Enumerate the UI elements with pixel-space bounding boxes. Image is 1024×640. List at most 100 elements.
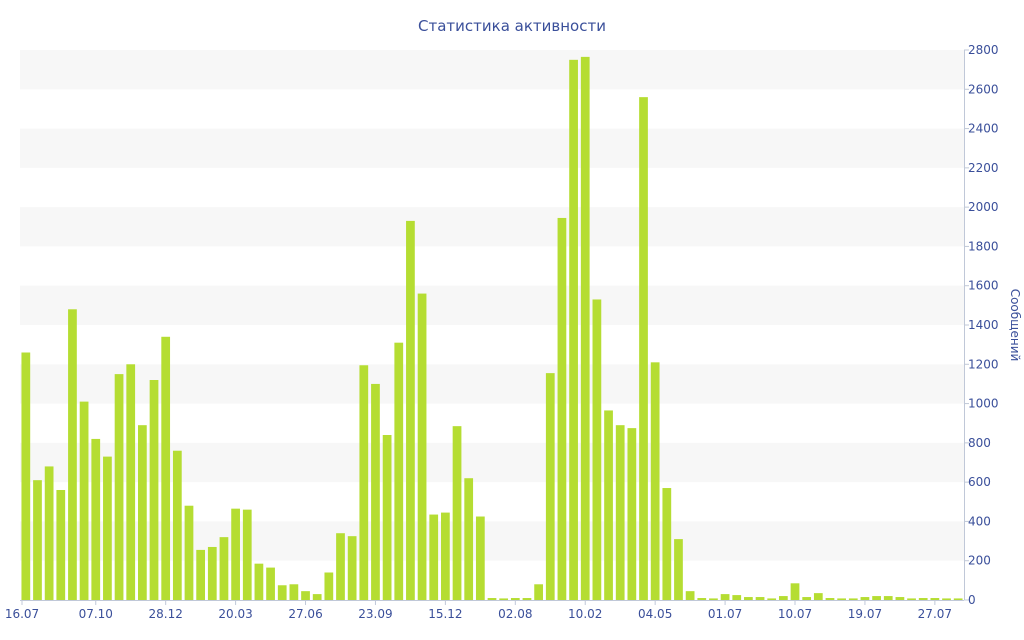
bar <box>231 508 240 600</box>
bar <box>627 428 637 600</box>
bar <box>674 539 683 600</box>
bar <box>301 591 310 600</box>
y-tick-label: 2600 <box>968 82 999 96</box>
grid-bands <box>20 50 964 561</box>
bar <box>475 516 485 600</box>
grid-band <box>20 364 964 404</box>
y-tick-label: 2400 <box>968 122 999 136</box>
bar <box>778 596 788 600</box>
y-tick-label: 1400 <box>968 318 999 332</box>
bar <box>207 546 217 600</box>
y-tick-label: 2200 <box>968 161 999 175</box>
bar <box>697 598 707 600</box>
bar <box>662 488 672 600</box>
bar <box>813 593 823 600</box>
bar <box>615 425 625 600</box>
x-tick-label: 16.07 <box>5 607 39 621</box>
bar <box>860 597 870 600</box>
bar <box>557 217 567 601</box>
bar <box>790 583 800 600</box>
bar <box>767 598 777 600</box>
bar <box>138 425 147 600</box>
y-tick-label: 200 <box>968 554 991 568</box>
bar <box>114 374 124 600</box>
bar <box>394 342 404 600</box>
x-tick-label: 15.12 <box>428 607 462 621</box>
grid-band <box>20 207 964 247</box>
bar <box>720 594 730 600</box>
y-tick-label: 1800 <box>968 239 999 253</box>
bar <box>895 597 905 600</box>
x-tick-label: 01.07 <box>708 607 742 621</box>
x-tick-label: 10.02 <box>568 607 602 621</box>
bar <box>522 598 532 600</box>
bar <box>277 585 287 600</box>
bar <box>755 597 765 600</box>
y-tick-label: 1000 <box>968 397 999 411</box>
x-tick-label: 02.08 <box>498 607 532 621</box>
bar <box>545 373 555 600</box>
bar <box>825 598 835 600</box>
bar <box>883 596 893 600</box>
bar <box>592 299 602 600</box>
x-tick-label: 27.07 <box>918 607 952 621</box>
bar <box>534 584 543 600</box>
y-tick-label: 800 <box>968 436 991 450</box>
grid-band <box>20 285 964 325</box>
y-tick-label: 400 <box>968 514 991 528</box>
bar <box>289 584 299 600</box>
bar <box>56 490 66 600</box>
bar <box>254 563 264 600</box>
bar <box>953 598 963 600</box>
bar-series <box>21 56 963 601</box>
bar <box>837 598 846 600</box>
bar <box>918 598 928 600</box>
bar <box>802 597 812 600</box>
bar <box>91 438 101 600</box>
bar <box>312 594 322 600</box>
y-axis-title: Сообщений <box>1008 289 1022 362</box>
grid-band <box>20 128 964 168</box>
bar <box>487 598 497 600</box>
bar <box>429 514 439 600</box>
x-tick-label: 20.03 <box>218 607 252 621</box>
bar <box>161 336 171 600</box>
bar <box>650 362 660 600</box>
bar <box>872 596 881 600</box>
bar <box>942 598 951 600</box>
bar <box>68 309 77 600</box>
bar <box>604 410 613 600</box>
y-tick-label: 1600 <box>968 279 999 293</box>
bar <box>184 505 194 600</box>
y-tick-label: 0 <box>968 593 976 607</box>
bar <box>33 480 42 600</box>
bar <box>324 572 334 600</box>
bar <box>464 478 474 600</box>
bar <box>371 383 380 600</box>
bar <box>336 533 345 600</box>
bar <box>44 466 54 600</box>
x-tick-label: 28.12 <box>148 607 182 621</box>
bar <box>510 598 520 600</box>
x-axis: 16.07 07.10 28.12 20.03 27.06 23.09 15.12 02.08… <box>5 600 964 621</box>
bar <box>907 598 916 600</box>
bar <box>103 456 112 600</box>
grid-band <box>20 50 964 90</box>
bar <box>709 598 718 600</box>
bar <box>126 364 136 600</box>
bar <box>149 380 159 600</box>
x-tick-label: 27.06 <box>288 607 322 621</box>
y-tick-label: 600 <box>968 475 991 489</box>
bar <box>347 536 357 600</box>
bar <box>196 549 206 600</box>
x-tick-label: 04.05 <box>638 607 672 621</box>
bar <box>242 509 252 600</box>
x-tick-label: 19.07 <box>848 607 882 621</box>
bar <box>172 450 182 600</box>
x-tick-label: 10.07 <box>778 607 812 621</box>
x-tick-label: 23.09 <box>358 607 392 621</box>
bar <box>417 293 427 600</box>
bar <box>359 365 369 600</box>
chart-title: Статистика активности <box>418 17 606 35</box>
